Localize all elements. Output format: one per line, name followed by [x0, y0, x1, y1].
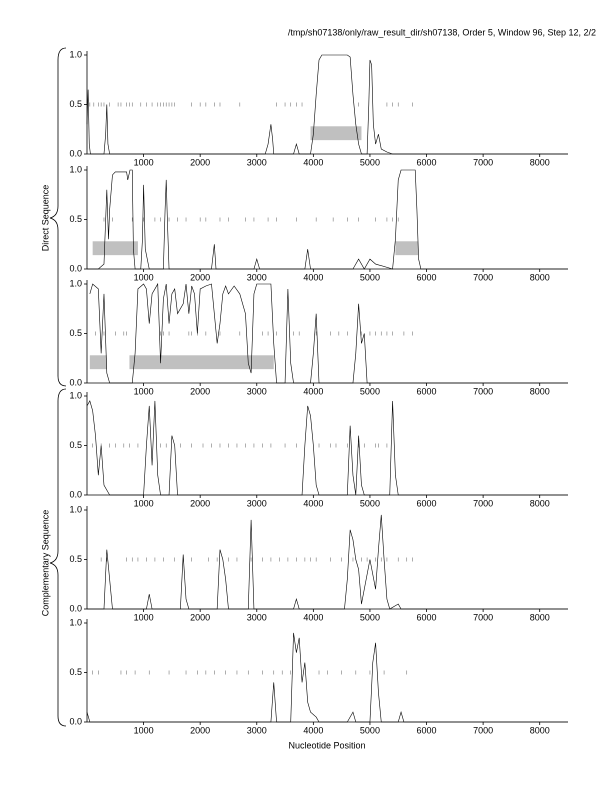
- score-line: [89, 282, 568, 384]
- y-tick-label: 0.5: [69, 554, 82, 564]
- x-axis-label: Nucleotide Position: [288, 740, 365, 750]
- x-tick-label: 3000: [247, 157, 267, 167]
- x-tick-label: 5000: [360, 157, 380, 167]
- x-tick-label: 1000: [134, 272, 154, 282]
- x-tick-label: 2000: [190, 157, 210, 167]
- chart-title: /tmp/sh07138/only/raw_result_dir/sh07138…: [288, 27, 596, 37]
- y-tick-label: 1.0: [69, 504, 82, 514]
- x-tick-label: 6000: [417, 725, 437, 735]
- x-tick-label: 6000: [417, 272, 437, 282]
- x-tick-label: 6000: [417, 498, 437, 508]
- x-tick-label: 6000: [417, 386, 437, 396]
- x-tick-label: 2000: [190, 725, 210, 735]
- group-label: Complementary Sequence: [40, 510, 50, 617]
- x-tick-label: 1000: [134, 498, 154, 508]
- x-tick-label: 6000: [417, 157, 437, 167]
- gene-region: [89, 355, 107, 370]
- x-tick-label: 4000: [303, 272, 323, 282]
- group-label: Direct Sequence: [40, 185, 50, 252]
- gene-region: [310, 126, 362, 141]
- y-tick-label: 1.0: [69, 164, 82, 174]
- x-tick-label: 2000: [190, 272, 210, 282]
- x-tick-label: 5000: [360, 612, 380, 622]
- x-tick-label: 1000: [134, 157, 154, 167]
- y-tick-label: 0.0: [69, 489, 82, 499]
- x-tick-label: 8000: [530, 272, 550, 282]
- x-tick-label: 3000: [247, 386, 267, 396]
- x-tick-label: 8000: [530, 612, 550, 622]
- x-tick-label: 2000: [190, 386, 210, 396]
- y-tick-label: 0.0: [69, 377, 82, 387]
- x-tick-label: 5000: [360, 272, 380, 282]
- y-tick-label: 0.0: [69, 263, 82, 273]
- y-tick-label: 0.5: [69, 214, 82, 224]
- score-line: [87, 514, 568, 610]
- x-tick-label: 7000: [473, 498, 493, 508]
- score-line: [86, 632, 568, 723]
- x-tick-label: 8000: [530, 386, 550, 396]
- x-tick-label: 2000: [190, 498, 210, 508]
- x-tick-label: 1000: [134, 725, 154, 735]
- x-tick-label: 4000: [303, 386, 323, 396]
- y-tick-label: 0.5: [69, 440, 82, 450]
- y-tick-label: 0.5: [69, 99, 82, 109]
- x-tick-label: 2000: [190, 612, 210, 622]
- y-tick-label: 0.0: [69, 603, 82, 613]
- x-tick-label: 5000: [360, 725, 380, 735]
- x-tick-label: 7000: [473, 272, 493, 282]
- x-tick-label: 3000: [247, 725, 267, 735]
- x-tick-label: 7000: [473, 725, 493, 735]
- x-tick-label: 5000: [360, 386, 380, 396]
- y-tick-label: 0.5: [69, 328, 82, 338]
- y-tick-label: 1.0: [69, 390, 82, 400]
- score-line: [86, 400, 568, 496]
- x-tick-label: 8000: [530, 725, 550, 735]
- x-tick-label: 8000: [530, 157, 550, 167]
- x-tick-label: 4000: [303, 157, 323, 167]
- y-tick-label: 0.5: [69, 667, 82, 677]
- x-tick-label: 1000: [134, 386, 154, 396]
- x-tick-label: 7000: [473, 157, 493, 167]
- score-line: [86, 54, 568, 155]
- y-tick-label: 0.0: [69, 148, 82, 158]
- y-tick-label: 1.0: [69, 49, 82, 59]
- x-tick-label: 8000: [530, 498, 550, 508]
- y-tick-label: 0.0: [69, 716, 82, 726]
- x-tick-label: 3000: [247, 272, 267, 282]
- x-tick-label: 3000: [247, 612, 267, 622]
- x-tick-label: 3000: [247, 498, 267, 508]
- y-tick-label: 1.0: [69, 278, 82, 288]
- x-tick-label: 4000: [303, 498, 323, 508]
- score-line: [87, 169, 568, 270]
- gene-region: [395, 241, 419, 256]
- group-brace: [49, 388, 67, 727]
- y-tick-label: 1.0: [69, 617, 82, 627]
- x-tick-label: 1000: [134, 612, 154, 622]
- x-tick-label: 5000: [360, 498, 380, 508]
- x-tick-label: 7000: [473, 386, 493, 396]
- x-tick-label: 4000: [303, 612, 323, 622]
- x-tick-label: 4000: [303, 725, 323, 735]
- gene-region: [92, 241, 138, 256]
- x-tick-label: 6000: [417, 612, 437, 622]
- x-tick-label: 7000: [473, 612, 493, 622]
- group-brace: [49, 47, 67, 387]
- gene-region: [129, 355, 274, 370]
